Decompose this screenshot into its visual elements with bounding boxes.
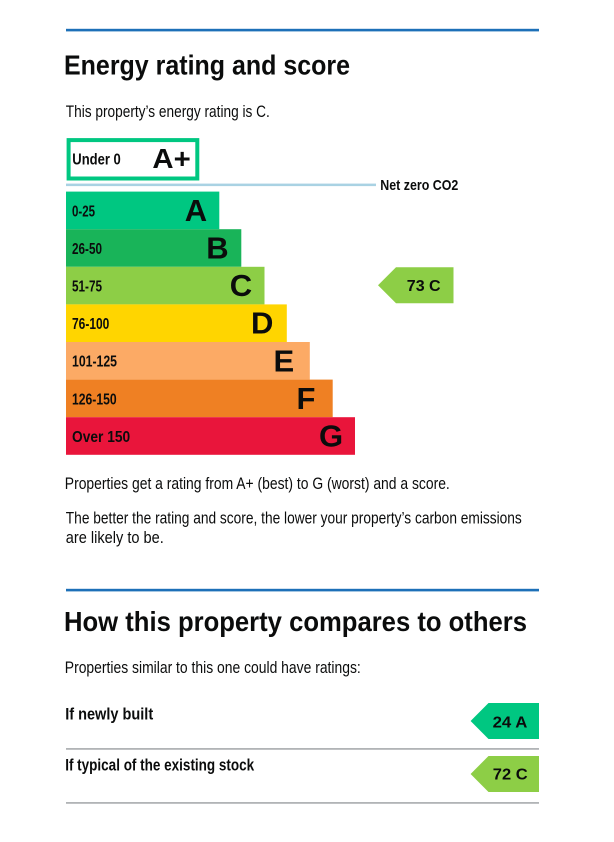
svg-text:101-125: 101-125 (72, 354, 117, 371)
svg-text:D: D (251, 306, 273, 341)
svg-text:Net zero CO2: Net zero CO2 (380, 177, 458, 194)
svg-text:26-50: 26-50 (72, 241, 102, 258)
svg-text:B: B (206, 231, 228, 266)
svg-text:If typical of the existing sto: If typical of the existing stock (65, 757, 255, 775)
svg-text:A: A (185, 193, 207, 228)
svg-text:The better the rating and scor: The better the rating and score, the low… (66, 509, 522, 527)
svg-text:24 A: 24 A (493, 714, 528, 731)
svg-text:73 C: 73 C (407, 278, 441, 295)
svg-text:This property’s energy rating: This property’s energy rating is C. (66, 103, 270, 121)
svg-text:G: G (319, 419, 343, 454)
svg-text:Properties similar to this one: Properties similar to this one could hav… (65, 659, 361, 677)
svg-text:Under 0: Under 0 (72, 152, 121, 169)
svg-text:E: E (273, 343, 294, 378)
svg-text:0-25: 0-25 (72, 203, 95, 220)
svg-text:are likely to be.: are likely to be. (66, 529, 164, 547)
svg-text:F: F (297, 381, 316, 416)
svg-text:How this property compares to: How this property compares to others (64, 606, 527, 637)
svg-text:A+: A+ (152, 143, 190, 174)
svg-text:51-75: 51-75 (72, 279, 102, 296)
svg-text:C: C (230, 268, 252, 303)
svg-text:76-100: 76-100 (72, 316, 109, 333)
svg-text:If newly built: If newly built (65, 705, 153, 723)
svg-text:Over 150: Over 150 (72, 429, 130, 446)
svg-text:Properties get a rating from A: Properties get a rating from A+ (best) t… (65, 475, 450, 493)
svg-text:Energy rating and score: Energy rating and score (64, 49, 350, 80)
svg-text:126-150: 126-150 (72, 391, 117, 408)
svg-text:72 C: 72 C (493, 767, 528, 784)
